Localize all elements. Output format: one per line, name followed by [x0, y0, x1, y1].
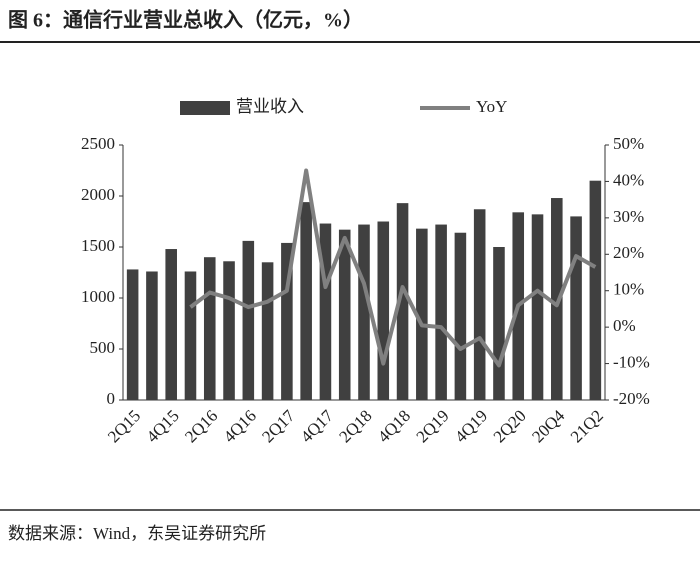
bar [338, 229, 351, 400]
bar [396, 203, 409, 400]
y2-tick-label: 0% [613, 316, 636, 335]
chart-title: 图 6：通信行业营业总收入（亿元，%） [8, 8, 363, 32]
y-tick-label: 500 [90, 338, 116, 357]
x-tick-label: 2Q18 [335, 406, 375, 446]
bar [146, 271, 158, 400]
y2-tick-label: -20% [613, 389, 650, 408]
y2-tick-label: 10% [613, 280, 644, 299]
bar [300, 202, 312, 400]
y-tick-label: 0 [107, 389, 116, 408]
legend-label: YoY [476, 97, 507, 116]
y2-tick-label: 40% [613, 170, 644, 189]
bar [242, 240, 255, 400]
x-tick-label: 4Q17 [297, 406, 338, 447]
bar [319, 223, 332, 400]
bar [435, 224, 447, 400]
bar [493, 247, 505, 400]
x-tick-label: 4Q15 [143, 406, 183, 446]
bar [184, 271, 197, 400]
bar [126, 269, 139, 400]
legend-label: 营业收入 [236, 97, 304, 116]
y2-tick-label: 30% [613, 207, 644, 226]
bar [551, 198, 563, 400]
x-tick-label: 4Q16 [220, 406, 260, 446]
y-tick-label: 1000 [81, 287, 115, 306]
bar [165, 249, 177, 400]
x-tick-label: 4Q18 [374, 406, 414, 446]
source-note: 数据来源：Wind，东吴证券研究所 [8, 524, 266, 543]
line [189, 168, 597, 368]
bar [281, 242, 293, 400]
x-tick-label: 2Q16 [181, 406, 221, 446]
x-tick-label: 2Q15 [104, 406, 144, 446]
y2-tick-label: 20% [613, 243, 644, 262]
bar [377, 221, 390, 400]
x-tick-label: 2Q17 [258, 406, 299, 447]
bar [203, 257, 216, 400]
x-tick-label: 21Q2 [567, 406, 607, 446]
y-tick-label: 1500 [81, 236, 115, 255]
legend-swatch [180, 101, 230, 115]
y2-tick-label: 50% [613, 134, 644, 153]
bar [473, 209, 486, 400]
bar [223, 261, 235, 400]
bar [358, 224, 370, 400]
y-tick-label: 2500 [81, 134, 115, 153]
bar [531, 214, 544, 400]
bar [454, 232, 467, 400]
y2-tick-label: -10% [613, 352, 650, 371]
x-tick-label: 4Q19 [451, 406, 491, 446]
bar [261, 262, 274, 400]
x-tick-label: 2Q19 [413, 406, 453, 446]
bar [570, 216, 582, 400]
x-tick-label: 20Q4 [528, 406, 569, 447]
bar [416, 228, 428, 400]
x-tick-label: 2Q20 [490, 406, 530, 446]
bar [589, 180, 602, 400]
y-tick-label: 2000 [81, 185, 115, 204]
